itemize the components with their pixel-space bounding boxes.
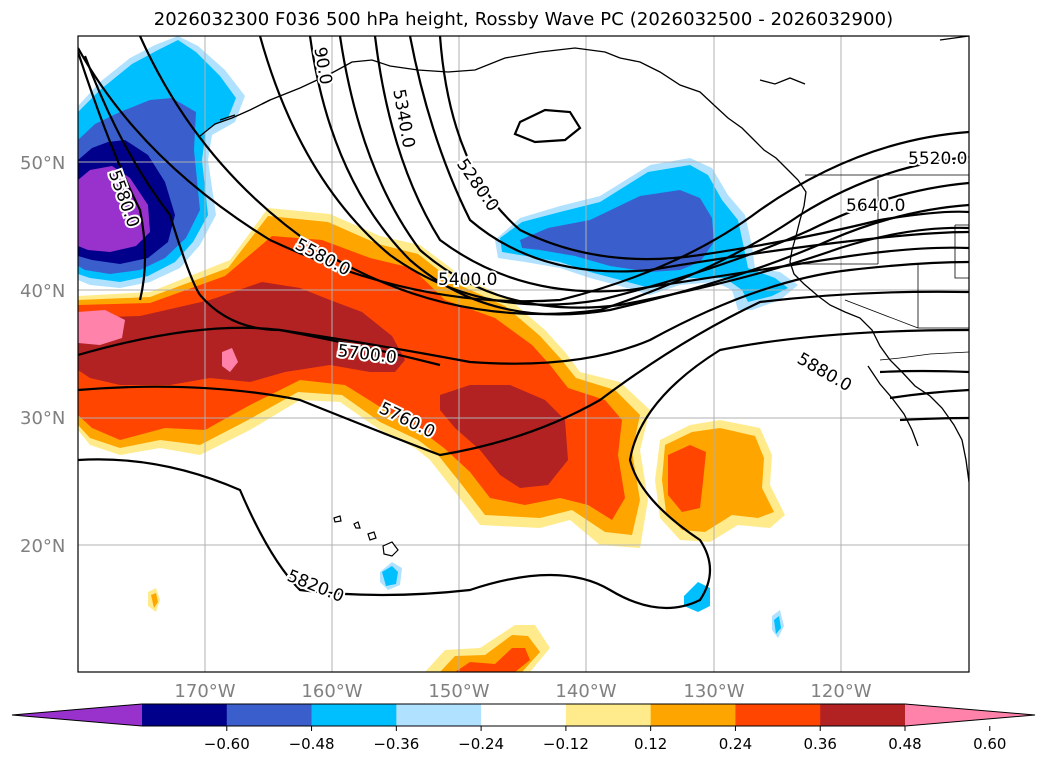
lat-label-40n: 40°N xyxy=(20,281,65,302)
colorbar-segment xyxy=(396,704,482,726)
colorbar-tick-label: 0.24 xyxy=(719,735,752,753)
colorbar-tick-label: 0.12 xyxy=(634,735,667,753)
positive-anomaly-fill xyxy=(78,208,785,672)
map-panel: 90.0 5340.0 5580.0 5280.0 5520.0 5640.0 … xyxy=(78,36,969,672)
colorbar-tick-label: 0.36 xyxy=(804,735,837,753)
colorbar-tick-label: −0.48 xyxy=(289,735,335,753)
colorbar-tick-label: 0.48 xyxy=(888,735,921,753)
colorbar-extend-low xyxy=(12,704,142,726)
colorbar-segment xyxy=(481,704,567,726)
contour-label-5400: 5400.0 xyxy=(438,270,497,290)
lon-label-130w: 130°W xyxy=(683,681,744,702)
colorbar-extend-high xyxy=(905,704,1035,726)
lon-label-160w: 160°W xyxy=(301,681,362,702)
colorbar-segment xyxy=(311,704,397,726)
latitude-labels: 50°N 40°N 30°N 20°N xyxy=(20,153,65,557)
lat-label-20n: 20°N xyxy=(20,536,65,557)
colorbar-segment xyxy=(650,704,736,726)
colorbar-outline xyxy=(11,703,1036,727)
colorbar-tick-label: −0.12 xyxy=(543,735,589,753)
colorbar-segment xyxy=(565,704,652,726)
colorbar-segment xyxy=(820,704,906,726)
lon-label-170w: 170°W xyxy=(174,681,235,702)
colorbar-segment xyxy=(226,704,313,726)
contour-label-5520: 5520.0 xyxy=(908,149,967,169)
contour-label-5640: 5640.0 xyxy=(846,196,905,216)
graticule xyxy=(78,36,969,672)
lon-label-150w: 150°W xyxy=(428,681,489,702)
colorbar-tick-label: −0.36 xyxy=(373,735,419,753)
longitude-labels: 170°W 160°W 150°W 140°W 130°W 120°W xyxy=(174,681,871,702)
map-title: 2026032300 F036 500 hPa height, Rossby W… xyxy=(153,9,894,30)
hawaiian-islands xyxy=(333,515,399,557)
map-frame xyxy=(77,35,970,673)
negative-anomaly-fill xyxy=(78,36,798,638)
lon-label-140w: 140°W xyxy=(555,681,616,702)
colorbar-segment xyxy=(142,704,228,726)
colorbar-tick-label: 0.60 xyxy=(973,735,1006,753)
lat-label-30n: 30°N xyxy=(20,408,65,429)
lon-label-120w: 120°W xyxy=(810,681,871,702)
colorbar-tick-label: −0.60 xyxy=(204,735,250,753)
colorbar-tick-label: −0.24 xyxy=(458,735,504,753)
lat-label-50n: 50°N xyxy=(20,153,65,174)
colorbar: −0.60 −0.48 −0.36 −0.24 −0.12 0.12 0.24 0.36 0.4… xyxy=(11,703,1036,753)
colorbar-segment xyxy=(735,704,821,726)
height-contours xyxy=(78,36,969,610)
